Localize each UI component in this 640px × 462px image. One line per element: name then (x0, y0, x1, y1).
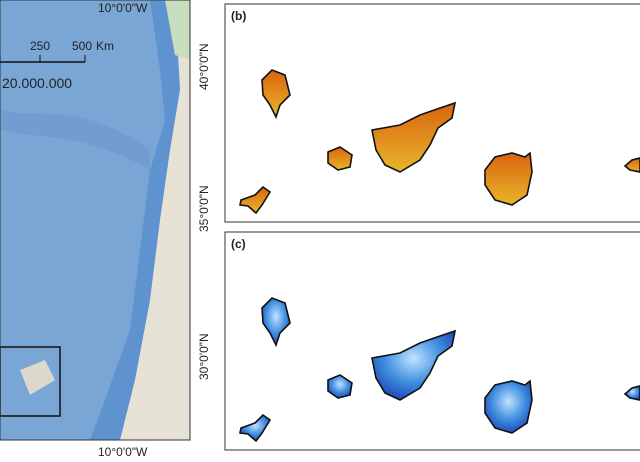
lon-label: 10°0'0"W (98, 445, 148, 459)
panel-label: (c) (231, 237, 246, 251)
lat-label: 35°0'0"N (197, 185, 211, 232)
overview-map (0, 0, 190, 440)
scale-tick: 500 (72, 39, 92, 53)
lon-label: 10°0'0"W (98, 1, 148, 15)
scale-unit: Km (96, 39, 114, 53)
scale-tick: 250 (30, 39, 50, 53)
map-frame (0, 0, 191, 441)
scale-ratio: 20.000.000 (2, 75, 72, 91)
scale-bar: 250 500 Km 20.000.000 (0, 39, 114, 91)
panel-label: (b) (231, 9, 246, 23)
inset-box (0, 346, 61, 417)
lat-label: 40°0'0"N (197, 43, 211, 90)
lat-label: 30°0'0"N (197, 333, 211, 380)
